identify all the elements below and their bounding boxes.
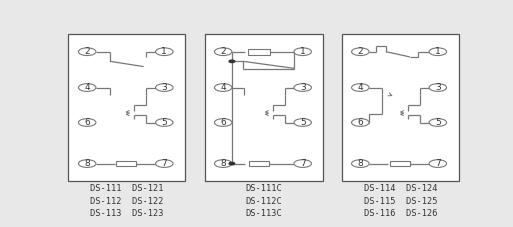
Circle shape <box>214 160 232 168</box>
Circle shape <box>155 48 173 56</box>
Text: 4: 4 <box>358 83 363 92</box>
Text: 7: 7 <box>435 159 441 168</box>
Circle shape <box>294 119 311 126</box>
Bar <box>390 161 410 166</box>
Circle shape <box>78 84 96 91</box>
Circle shape <box>294 160 311 168</box>
Text: 7: 7 <box>162 159 167 168</box>
Text: 3: 3 <box>300 83 306 92</box>
Bar <box>342 34 459 181</box>
Text: 2: 2 <box>221 47 226 56</box>
Text: 6: 6 <box>358 118 363 127</box>
Circle shape <box>78 160 96 168</box>
Circle shape <box>429 84 447 91</box>
Circle shape <box>294 48 311 56</box>
Text: 7: 7 <box>300 159 306 168</box>
Bar <box>249 161 269 166</box>
Bar <box>248 49 270 54</box>
Text: DS-111C
DS-112C
DS-113C: DS-111C DS-112C DS-113C <box>246 184 282 218</box>
Text: 4: 4 <box>84 83 90 92</box>
Circle shape <box>78 119 96 126</box>
Circle shape <box>155 160 173 168</box>
Text: DS-111  DS-121
DS-112  DS-122
DS-113  DS-123: DS-111 DS-121 DS-112 DS-122 DS-113 DS-12… <box>90 184 164 218</box>
Circle shape <box>351 160 369 168</box>
Circle shape <box>214 84 232 91</box>
Circle shape <box>155 119 173 126</box>
Circle shape <box>429 160 447 168</box>
Text: 4: 4 <box>221 83 226 92</box>
Text: 5: 5 <box>300 118 306 127</box>
Text: 8: 8 <box>220 159 226 168</box>
Circle shape <box>155 84 173 91</box>
Text: 6: 6 <box>220 118 226 127</box>
Circle shape <box>351 84 369 91</box>
Text: 5: 5 <box>162 118 167 127</box>
Circle shape <box>294 84 311 91</box>
Bar <box>116 161 135 166</box>
Text: 1: 1 <box>435 47 441 56</box>
Bar <box>205 34 323 181</box>
Circle shape <box>78 48 96 56</box>
Circle shape <box>429 119 447 126</box>
Text: 3: 3 <box>435 83 441 92</box>
Text: DS-114  DS-124
DS-115  DS-125
DS-116  DS-126: DS-114 DS-124 DS-115 DS-125 DS-116 DS-12… <box>364 184 437 218</box>
Circle shape <box>351 48 369 56</box>
Circle shape <box>229 60 234 63</box>
Text: 6: 6 <box>84 118 90 127</box>
Circle shape <box>229 162 234 165</box>
Text: 1: 1 <box>162 47 167 56</box>
Circle shape <box>351 119 369 126</box>
Circle shape <box>429 48 447 56</box>
Text: 8: 8 <box>358 159 363 168</box>
Text: 2: 2 <box>84 47 90 56</box>
Circle shape <box>214 48 232 56</box>
Text: 1: 1 <box>300 47 306 56</box>
Circle shape <box>214 119 232 126</box>
Text: 5: 5 <box>435 118 441 127</box>
Text: 2: 2 <box>358 47 363 56</box>
Text: 3: 3 <box>162 83 167 92</box>
Bar <box>68 34 185 181</box>
Text: 8: 8 <box>84 159 90 168</box>
